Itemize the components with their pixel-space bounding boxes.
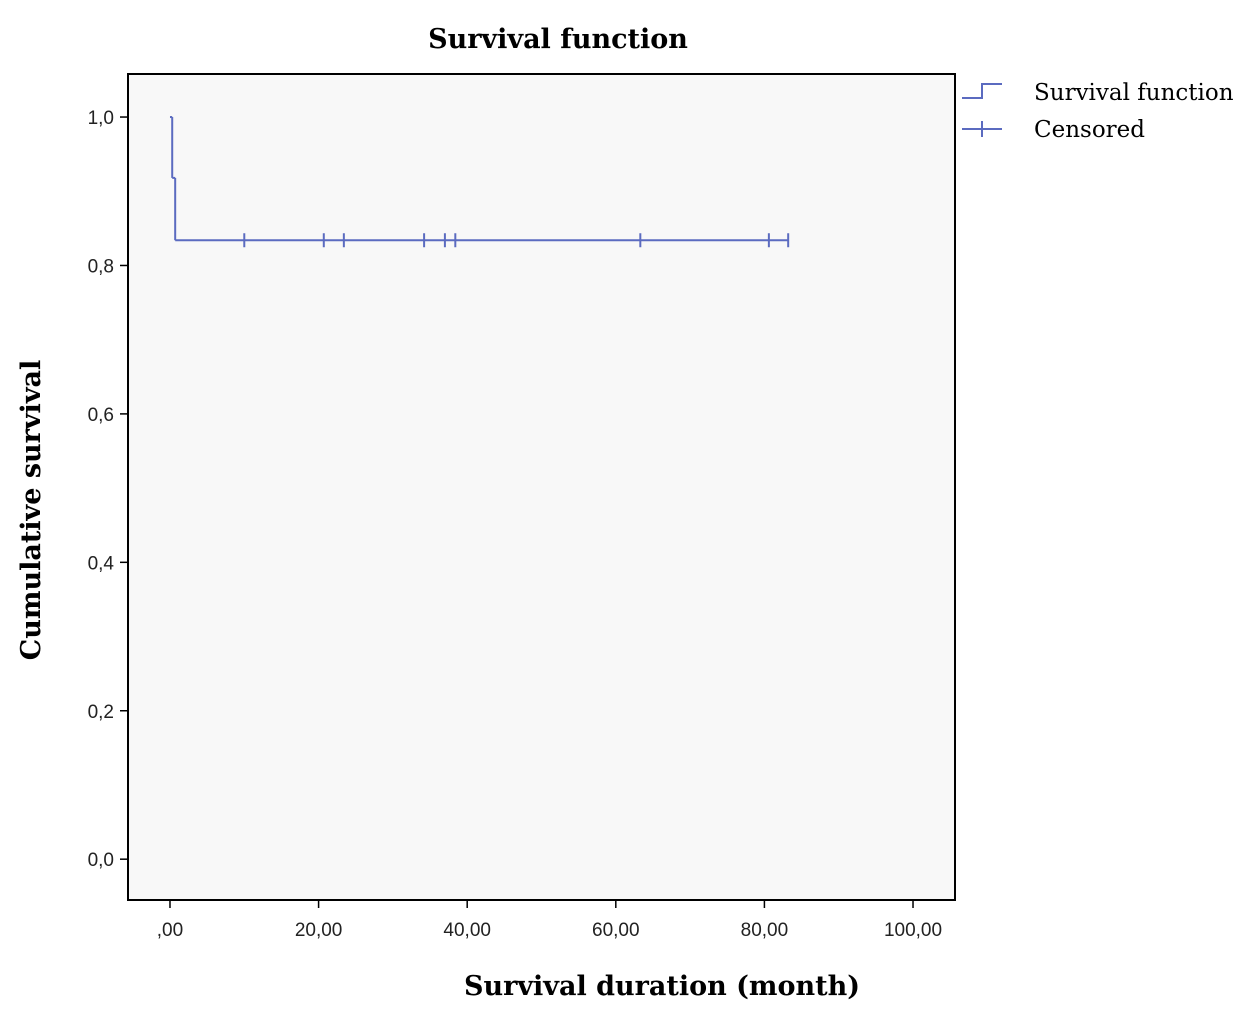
x-tick-label: 20,00	[295, 920, 343, 941]
plot-area	[127, 73, 956, 901]
x-axis-label: Survival duration (month)	[464, 971, 860, 1002]
x-tick-label: 80,00	[741, 920, 789, 941]
y-tick-label: 0,2	[88, 702, 114, 723]
chart-title: Survival function	[428, 24, 688, 55]
x-tick-label: 40,00	[443, 920, 491, 941]
x-tick-label: 60,00	[592, 920, 640, 941]
y-tick-label: 0,4	[88, 553, 115, 574]
legend-label: Survival function	[1034, 80, 1234, 106]
y-tick-label: 0,0	[88, 850, 114, 871]
legend-icon	[962, 83, 1002, 99]
y-tick-label: 0,8	[88, 256, 114, 277]
y-axis-label: Cumulative survival	[16, 360, 47, 661]
x-tick-label: ,00	[157, 920, 183, 941]
y-tick-label: 0,6	[88, 405, 114, 426]
x-tick-label: 100,00	[884, 920, 942, 941]
y-tick-label: 1,0	[88, 108, 114, 129]
legend-label: Censored	[1034, 117, 1145, 143]
